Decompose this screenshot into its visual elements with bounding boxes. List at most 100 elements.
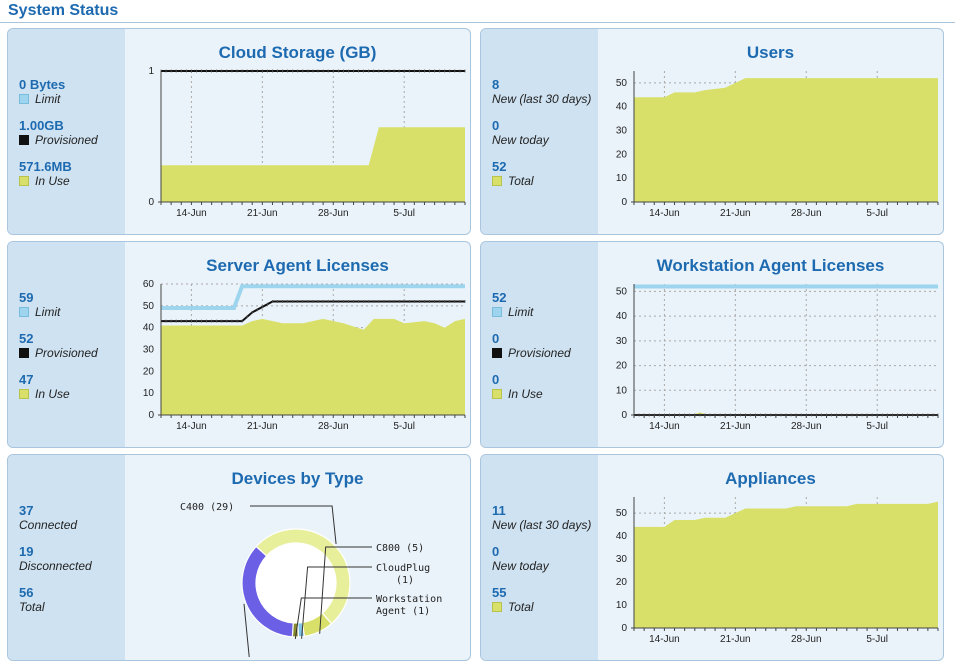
- panel-title: Appliances: [725, 469, 816, 488]
- stat-value: 11: [492, 503, 506, 518]
- x-tick-label: 21-Jun: [720, 634, 751, 645]
- y-tick-label: 0: [148, 197, 154, 208]
- x-tick-label: 14-Jun: [176, 421, 207, 432]
- stat-value: 0 Bytes: [19, 77, 66, 92]
- workstation-agent-limit-stat: 52 Limit: [492, 290, 533, 319]
- y-tick-label: 0: [621, 623, 627, 634]
- stat-value: 55: [492, 585, 507, 600]
- stat-label: In Use: [19, 387, 70, 401]
- x-tick-label: 28-Jun: [791, 421, 822, 432]
- stat-value: 0: [492, 544, 500, 559]
- cloud-storage-limit-stat: 0 Bytes Limit: [19, 77, 65, 106]
- stat-label: Total: [492, 600, 534, 614]
- stat-label: New today: [492, 133, 549, 147]
- x-tick-label: 21-Jun: [720, 421, 751, 432]
- server-agent-panel: 59 Limit 52 Provisioned 47 In Use Server…: [7, 241, 471, 448]
- stat-label: Limit: [19, 305, 60, 319]
- stat-label: New today: [492, 559, 549, 573]
- appliances-stats: 11 New (last 30 days) 0 New today 55 Tot…: [481, 455, 598, 660]
- users-new-today-stat: 0 New today: [492, 118, 549, 147]
- y-tick-label: 50: [616, 508, 628, 519]
- y-tick-label: 40: [616, 531, 628, 542]
- x-tick-label: 28-Jun: [318, 208, 349, 219]
- y-tick-label: 10: [616, 385, 628, 396]
- panel-title: Workstation Agent Licenses: [656, 256, 885, 275]
- users-chart: 0 10 20 30 40 50 14-Jun 21-Jun 28-Jun 5-Jul: [616, 71, 939, 219]
- stat-label: In Use: [492, 387, 543, 401]
- stat-value: 0: [492, 118, 500, 133]
- x-tick-label: 28-Jun: [791, 208, 822, 219]
- appliances-chart: 0 10 20 30 40 50 14-Jun 21-Jun 28-Jun 5-Jul: [616, 497, 939, 645]
- series-area-in-use: [161, 127, 465, 202]
- y-tick-label: 40: [143, 323, 155, 334]
- y-tick-label: 30: [616, 336, 628, 347]
- x-tick-label: 14-Jun: [649, 421, 680, 432]
- x-tick-label: 21-Jun: [720, 208, 751, 219]
- stat-label: Limit: [492, 305, 533, 319]
- x-tick-label: 5-Jul: [866, 208, 888, 219]
- x-tick-label: 5-Jul: [393, 208, 415, 219]
- stat-value: 59: [19, 290, 34, 305]
- series-line-provisioned: [161, 300, 465, 323]
- y-tick-label: 1: [148, 66, 154, 77]
- stat-value: 0: [492, 331, 500, 346]
- series-area-total: [634, 501, 938, 628]
- stat-value: 19: [19, 544, 34, 559]
- series-line-limit: [161, 284, 465, 310]
- stat-label: Limit: [19, 92, 65, 106]
- stat-value: 571.6MB: [19, 159, 72, 174]
- donut-label: Agent (1): [376, 606, 430, 617]
- stat-label: Provisioned: [492, 346, 571, 360]
- y-tick-label: 50: [143, 301, 155, 312]
- panel-title: Users: [746, 43, 795, 62]
- appliances-total-stat: 55 Total: [492, 585, 534, 614]
- leader-line: [301, 566, 372, 639]
- panel-title: Cloud Storage (GB): [218, 43, 377, 62]
- x-tick-label: 28-Jun: [318, 421, 349, 432]
- users-panel: 8 New (last 30 days) 0 New today 52 Tota…: [480, 28, 944, 235]
- stat-label: Connected: [19, 518, 78, 532]
- stat-value: 8: [492, 77, 500, 92]
- stat-label: Provisioned: [19, 346, 98, 360]
- cloud-storage-chart: 0 1 14-Jun 21-Jun 28-Jun 5-Jul: [148, 66, 466, 219]
- stat-value: 37: [19, 503, 34, 518]
- provisioned-swatch: [19, 348, 29, 358]
- total-swatch: [492, 176, 502, 186]
- limit-swatch: [19, 307, 29, 317]
- x-tick-label: 21-Jun: [247, 208, 278, 219]
- server-agent-provisioned-stat: 52 Provisioned: [19, 331, 98, 360]
- y-tick-label: 10: [143, 388, 155, 399]
- stat-label: Disconnected: [19, 559, 92, 573]
- leader-line: [250, 505, 337, 544]
- y-tick-label: 20: [616, 577, 628, 588]
- leader-line: [294, 597, 372, 640]
- y-tick-label: 30: [143, 345, 155, 356]
- devices-disconnected-stat: 19 Disconnected: [19, 544, 92, 573]
- x-tick-label: 14-Jun: [649, 208, 680, 219]
- server-agent-stats: 59 Limit 52 Provisioned 47 In Use: [8, 242, 125, 447]
- stat-value: 52: [492, 159, 507, 174]
- donut-label: C800 (5): [376, 543, 424, 554]
- workstation-agent-stats: 52 Limit 0 Provisioned 0 In Use: [481, 242, 598, 447]
- panel-title: Devices by Type: [231, 469, 364, 488]
- leader-line: [243, 603, 250, 657]
- donut-slice-c200: [241, 545, 294, 638]
- y-tick-label: 40: [616, 311, 628, 322]
- x-tick-label: 21-Jun: [247, 421, 278, 432]
- total-swatch: [492, 602, 502, 612]
- x-tick-label: 5-Jul: [866, 421, 888, 432]
- devices-donut-chart: C400 (29) C800 (5) CloudPlug(1) Workstation…: [180, 502, 442, 657]
- workstation-agent-chart: 0 10 20 30 40 50 14-Jun 21-Jun 28-Jun 5-Jul: [616, 284, 939, 432]
- series-area-in-use: [161, 318, 465, 415]
- limit-swatch: [492, 307, 502, 317]
- provisioned-swatch: [492, 348, 502, 358]
- in-use-swatch: [19, 389, 29, 399]
- appliances-panel: 11 New (last 30 days) 0 New today 55 Tot…: [480, 454, 944, 661]
- donut-label: (1): [396, 575, 414, 586]
- y-tick-label: 10: [616, 173, 628, 184]
- stat-value: 0: [492, 372, 500, 387]
- y-tick-label: 50: [616, 286, 628, 297]
- donut-label: C400 (29): [180, 502, 234, 513]
- devices-panel: 37 Connected 19 Disconnected 56 Total De…: [7, 454, 471, 661]
- server-agent-limit-stat: 59 Limit: [19, 290, 60, 319]
